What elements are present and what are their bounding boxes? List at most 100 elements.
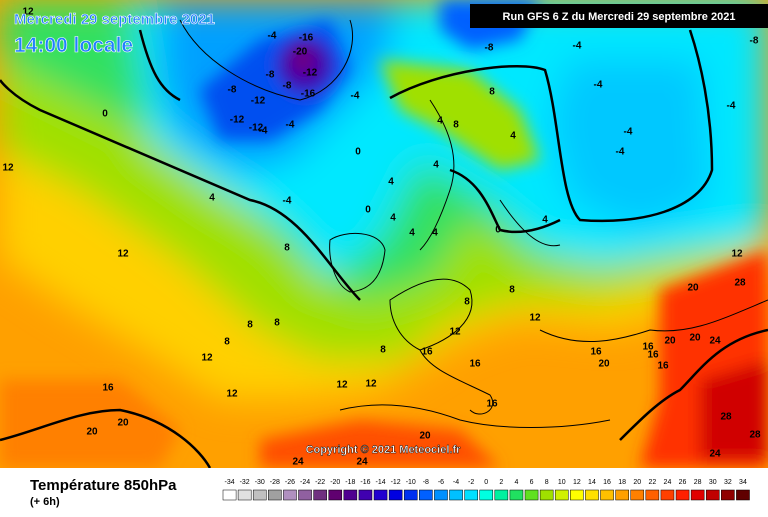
contour-label: 12 (336, 380, 348, 391)
scale-swatch (268, 489, 282, 501)
scale-label: -28 (270, 479, 280, 486)
contour-label: 16 (590, 347, 602, 358)
scale-swatch (690, 489, 705, 501)
contour-label: 0 (495, 225, 501, 236)
contour-label: -4 (351, 91, 360, 102)
contour-label: 28 (720, 412, 732, 423)
scale-label: -26 (285, 479, 295, 486)
contour-label: 4 (390, 213, 396, 224)
contour-label: 8 (274, 318, 280, 329)
scale-label: -2 (468, 479, 474, 486)
scale-label: 8 (545, 479, 549, 486)
contour-label: 8 (247, 320, 253, 331)
scale-swatch (645, 489, 660, 501)
contour-label: 20 (86, 427, 98, 438)
scale-label: 10 (558, 479, 566, 486)
scale-swatch (630, 489, 645, 501)
contour-label: 20 (664, 336, 676, 347)
scale-swatch (509, 489, 524, 501)
contour-label: 16 (469, 359, 481, 370)
contour-label: -8 (283, 81, 292, 92)
contour-label: -4 (283, 196, 292, 207)
contour-label: 8 (224, 337, 230, 348)
scale-label: -6 (438, 479, 444, 486)
contour-label: 8 (509, 285, 515, 296)
scale-swatch (479, 489, 494, 501)
contour-label: 4 (542, 215, 548, 226)
contour-label: 4 (433, 160, 439, 171)
contour-label: 12 (529, 313, 541, 324)
contour-label: -4 (268, 31, 277, 42)
contour-label: 4 (409, 228, 415, 239)
isotherm-lines (0, 29, 768, 469)
contour-label: -16 (299, 33, 314, 44)
scale-label: -22 (315, 479, 325, 486)
contour-label: 24 (292, 457, 304, 468)
scale-swatch (343, 489, 358, 501)
scale-swatch (388, 489, 403, 501)
scale-label: -20 (330, 479, 340, 486)
scale-label: -14 (375, 479, 385, 486)
contour-label: -8 (228, 85, 237, 96)
contour-label: 12 (365, 379, 377, 390)
scale-label: 30 (709, 479, 717, 486)
contour-label: 12 (2, 163, 14, 174)
contour-label: -12 (249, 123, 264, 134)
scale-label: 22 (648, 479, 656, 486)
scale-swatch (675, 489, 690, 501)
contour-label: 4 (209, 193, 215, 204)
contour-label: 28 (749, 430, 761, 441)
contour-label: 20 (687, 283, 699, 294)
contour-label: 20 (117, 418, 129, 429)
contour-label: 12 (117, 249, 129, 260)
scale-swatch (358, 489, 373, 501)
scale-label: -24 (300, 479, 310, 486)
contour-label: 8 (284, 243, 290, 254)
contour-label: -4 (624, 127, 633, 138)
scale-label: 34 (739, 479, 747, 486)
contour-label: 16 (642, 342, 654, 353)
scale-label: -4 (453, 479, 459, 486)
contour-label: 24 (709, 336, 721, 347)
scale-swatch (554, 489, 569, 501)
contour-label: 4 (432, 228, 438, 239)
contour-label: 16 (657, 361, 669, 372)
scale-label: -34 (224, 479, 234, 486)
contour-label: 20 (689, 333, 701, 344)
scale-label: 16 (603, 479, 611, 486)
contour-label: 0 (102, 109, 108, 120)
contour-label: 12 (226, 389, 238, 400)
contour-label: -12 (230, 115, 245, 126)
contour-label: 4 (388, 177, 394, 188)
scale-label: -8 (423, 479, 429, 486)
scale-swatch (373, 489, 388, 501)
contour-label: 4 (437, 116, 443, 127)
contour-label: 8 (489, 87, 495, 98)
temperature-field (0, 0, 768, 468)
scale-label: 20 (633, 479, 641, 486)
scale-swatch (736, 489, 750, 501)
scale-label: 14 (588, 479, 596, 486)
contour-label: 12 (22, 7, 34, 18)
copyright: Copyright © 2021 Meteociel.fr (306, 444, 462, 456)
contour-label: 16 (647, 350, 659, 361)
contour-label: 16 (102, 383, 114, 394)
scale-swatch (434, 489, 448, 501)
scale-swatch (449, 489, 463, 501)
scale-swatch (252, 489, 267, 501)
scale-swatch (419, 489, 433, 501)
contour-label: 12 (731, 249, 743, 260)
contour-label: 0 (355, 147, 361, 158)
date-title: Mercredi 29 septembre 2021 (14, 11, 215, 28)
contour-label: 4 (510, 131, 516, 142)
scale-label: 12 (573, 479, 581, 486)
contour-label: 24 (356, 457, 368, 468)
scale-swatch (524, 489, 539, 501)
contour-label: -4 (727, 101, 736, 112)
scale-label: 26 (679, 479, 687, 486)
scale-swatch (328, 489, 343, 501)
contour-label: 20 (598, 359, 610, 370)
scale-swatch (600, 489, 614, 501)
time-title: 14:00 locale (14, 34, 133, 57)
